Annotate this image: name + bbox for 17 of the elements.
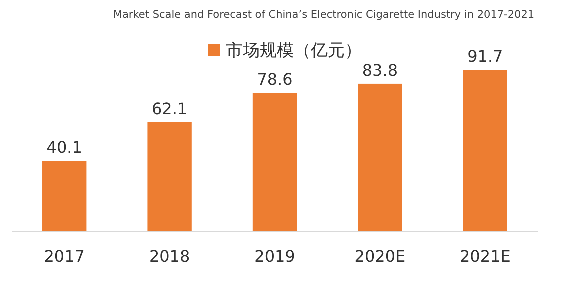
x-tick-label: 2020E [354,247,406,266]
x-tick-label: 2018 [149,247,190,266]
bar [358,84,402,232]
data-label: 40.1 [46,138,82,158]
legend-label: 市场规模（亿元） [226,41,362,61]
data-label: 83.8 [362,60,398,80]
data-label: 91.7 [468,47,504,66]
x-tick-label: 2017 [44,247,85,266]
data-label: 62.1 [152,99,188,118]
bar [252,93,298,232]
data-label: 78.6 [257,70,293,90]
bar [148,122,192,232]
bar [463,70,508,232]
x-tick-label: 2021E [460,247,511,266]
bar [42,161,87,232]
x-tick-label: 2019 [254,247,296,266]
chart-title: Market Scale and Forecast of China’s Electronic Cigarette Industry in 2017-2021 [113,9,535,21]
